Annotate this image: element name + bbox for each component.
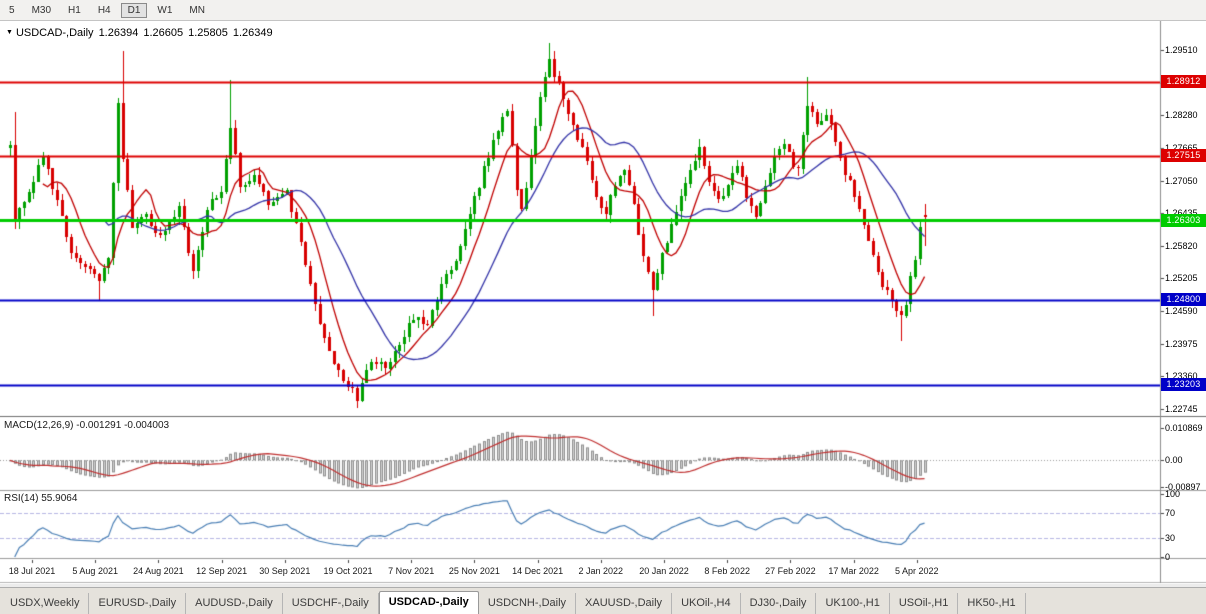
- chart-tab-eurusd[interactable]: EURUSD-,Daily: [89, 593, 187, 614]
- rsi-indicator-label: RSI(14) 55.9064: [4, 493, 78, 504]
- chart-tab-usoil[interactable]: USOil-,H1: [890, 593, 959, 614]
- date-axis-label: 18 Jul 2021: [8, 566, 56, 576]
- date-axis-label: 12 Sep 2021: [196, 566, 248, 576]
- date-axis-label: 19 Oct 2021: [323, 566, 373, 576]
- price-axis[interactable]: 1.295101.288951.282801.276651.270501.264…: [1161, 0, 1206, 583]
- rsi-axis-label: 30: [1165, 533, 1176, 544]
- rsi-axis-label: 100: [1165, 489, 1181, 499]
- date-axis-label: 30 Sep 2021: [259, 566, 311, 576]
- ohlc-high: 1.26605: [143, 27, 184, 39]
- date-axis-label: 14 Dec 2021: [512, 566, 564, 576]
- price-axis-label: 1.26435: [1165, 208, 1198, 218]
- timeframe-button-h1[interactable]: H1: [68, 4, 81, 16]
- level-price-badge: 1.23203: [1161, 378, 1206, 392]
- price-axis-label: 1.24590: [1165, 306, 1198, 317]
- chart-tab-usdx[interactable]: USDX,Weekly: [1, 593, 90, 614]
- date-axis-label: 17 Mar 2022: [828, 566, 879, 576]
- ohlc-low: 1.25805: [188, 27, 228, 39]
- price-axis-label: 1.22745: [1165, 404, 1198, 415]
- date-axis-label: 7 Nov 2021: [388, 566, 435, 576]
- macd-indicator-label: MACD(12,26,9) -0.001291 -0.004003: [4, 420, 170, 431]
- level-price-badge: 1.26303: [1161, 213, 1206, 227]
- chart-tab-uk100[interactable]: UK100-,H1: [816, 593, 890, 614]
- date-axis-label: 27 Feb 2022: [765, 566, 816, 576]
- chart-tab-hk50[interactable]: HK50-,H1: [958, 593, 1026, 614]
- price-axis-label: 1.27050: [1165, 175, 1198, 186]
- price-axis-label: 1.23360: [1165, 371, 1198, 382]
- timeframe-toolbar: 5 M30 H1 H4 D1 W1 MN: [0, 0, 1206, 21]
- date-axis-label: 8 Feb 2022: [704, 566, 750, 576]
- macd-axis-label: 0.00: [1165, 455, 1183, 466]
- chart-tab-dj30[interactable]: DJ30-,Daily: [741, 593, 817, 614]
- price-axis-label: 1.28280: [1165, 110, 1198, 121]
- price-axis-label: 1.23975: [1165, 338, 1198, 349]
- rsi-axis-label: 0: [1165, 552, 1171, 562]
- timeframe-button-d1[interactable]: D1: [120, 2, 148, 18]
- timeframe-button-mn[interactable]: MN: [189, 4, 205, 16]
- price-axis-label: 1.27665: [1165, 142, 1198, 153]
- chart-symbol-title: USDCAD-,Daily: [15, 27, 94, 39]
- symbol-marker-icon: ▼: [6, 29, 13, 36]
- timeframe-button-5[interactable]: 5: [9, 4, 15, 16]
- level-price-badge: 1.28912: [1161, 75, 1206, 89]
- price-axis-label: 1.25820: [1165, 240, 1198, 251]
- chart-tab-audusd[interactable]: AUDUSD-,Daily: [186, 593, 283, 614]
- date-axis-label: 5 Aug 2021: [72, 566, 118, 576]
- ohlc-open: 1.26394: [98, 27, 139, 39]
- ohlc-close: 1.26349: [232, 27, 273, 39]
- timeframe-button-h4[interactable]: H4: [97, 4, 111, 16]
- price-axis-label: 1.29510: [1165, 45, 1198, 55]
- chart-tab-usdchf[interactable]: USDCHF-,Daily: [283, 593, 379, 614]
- time-axis[interactable]: 18 Jul 2021 5 Aug 2021 24 Aug 2021 12 Sep 2…: [0, 559, 1206, 583]
- date-axis-label: 25 Nov 2021: [448, 566, 500, 576]
- macd-axis-label: 0.010869: [1165, 423, 1203, 433]
- date-axis-label: 20 Jan 2022: [639, 566, 689, 576]
- date-axis-label: 24 Aug 2021: [133, 566, 184, 576]
- macd-axis-label: -0.00897: [1165, 482, 1201, 492]
- timeframe-button-w1[interactable]: W1: [157, 4, 173, 16]
- price-axis-label: 1.25205: [1165, 273, 1198, 284]
- chart-tab-bar: USDX,Weekly EURUSD-,Daily AUDUSD-,Daily USD…: [0, 587, 1206, 614]
- level-price-badge: 1.24800: [1161, 293, 1206, 307]
- date-axis-label: 5 Apr 2022: [895, 566, 939, 576]
- chart-tab-xauusd[interactable]: XAUUSD-,Daily: [576, 593, 673, 614]
- level-price-badge: 1.27515: [1161, 149, 1206, 163]
- chart-ohlc-header: ▼ USDCAD-,Daily 1.26394 1.26605 1.25805 1.263…: [6, 27, 273, 39]
- timeframe-button-m30[interactable]: M30: [31, 4, 52, 16]
- chart-tab-usdcnh[interactable]: USDCNH-,Daily: [479, 593, 577, 614]
- chart-tab-usdcad[interactable]: USDCAD-,Daily: [378, 591, 479, 614]
- chart-tab-ukoil[interactable]: UKOil-,H4: [672, 593, 741, 614]
- chart-canvas[interactable]: [0, 0, 1206, 584]
- date-axis-label: 2 Jan 2022: [578, 566, 624, 576]
- rsi-axis-label: 70: [1165, 507, 1176, 518]
